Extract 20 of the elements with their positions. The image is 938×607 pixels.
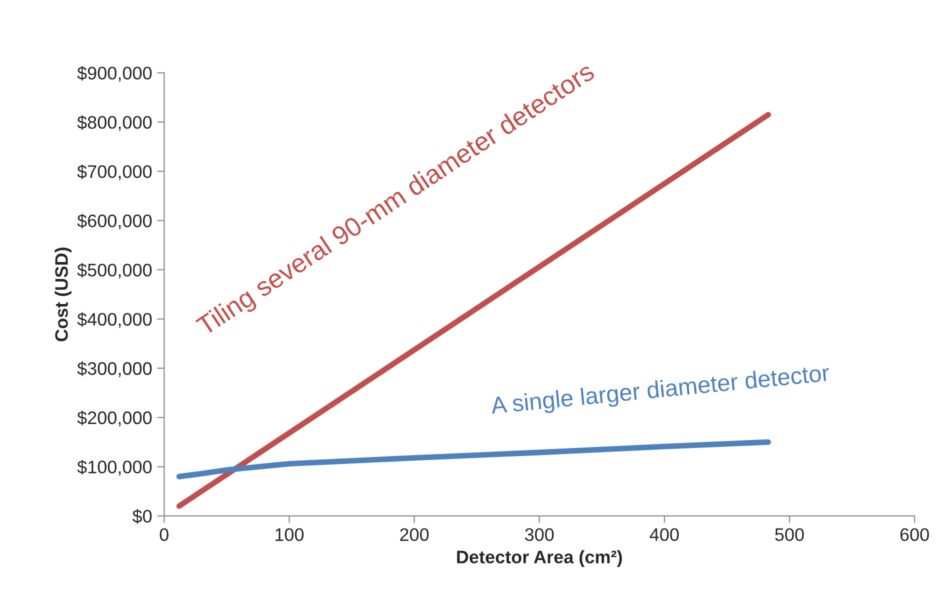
y-tick-label: $600,000 (77, 214, 152, 230)
x-tick-label: 300 (524, 528, 554, 542)
y-tick-label: $500,000 (77, 262, 152, 279)
x-tick-label: 200 (400, 528, 429, 542)
y-tick-label: $100,000 (77, 460, 152, 476)
x-tick-label: 0 (160, 528, 168, 542)
x-tick-label: 400 (650, 528, 679, 542)
y-tick-label: $200,000 (77, 410, 152, 426)
x-axis-title: Detector Area (cm²) (457, 550, 622, 567)
x-tick-label: 600 (900, 528, 929, 542)
y-axis-title: Cost (USD) (54, 248, 72, 342)
y-tick-label: $400,000 (77, 312, 152, 328)
text: A single larger diameter detector (490, 364, 830, 419)
y-tick-label: $900,000 (77, 66, 152, 82)
x-tick-label: 100 (276, 528, 304, 542)
y-tick-label: $800,000 (77, 115, 152, 131)
y-tick-label: $300,000 (77, 361, 152, 378)
y-tick-label: $0 (132, 509, 152, 524)
y-tick-label: $700,000 (77, 164, 152, 180)
x-tick-label: 500 (775, 528, 804, 542)
